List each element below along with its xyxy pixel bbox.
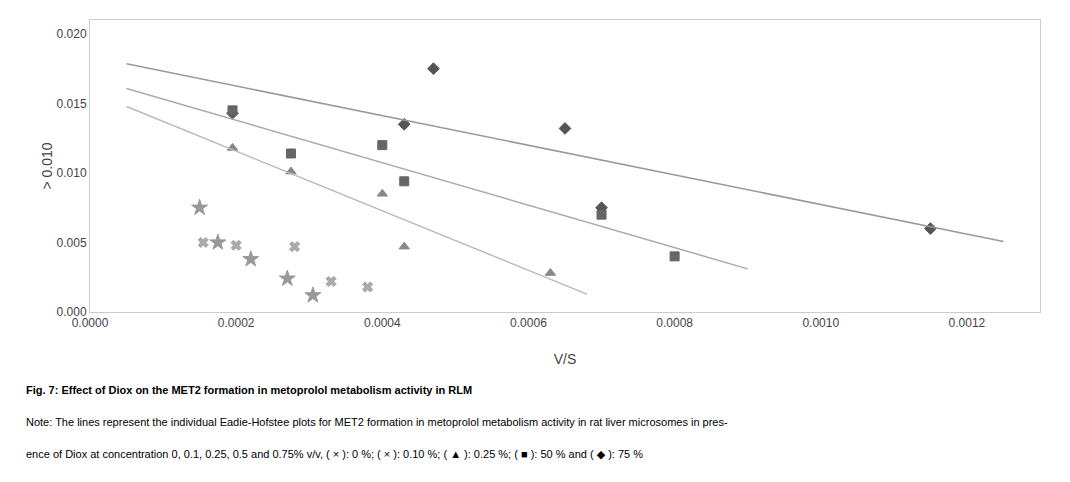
svg-text:> 0.010: > 0.010: [39, 142, 55, 189]
svg-text:Note: The lines represent the: Note: The lines represent the individual…: [26, 416, 728, 428]
svg-text:0.010: 0.010: [57, 166, 87, 180]
svg-text:0.005: 0.005: [57, 236, 87, 250]
svg-text:0.0006: 0.0006: [510, 316, 547, 330]
svg-text:0.0000: 0.0000: [72, 316, 109, 330]
svg-text:0.0012: 0.0012: [949, 316, 986, 330]
svg-text:0.015: 0.015: [57, 97, 87, 111]
svg-text:0.0004: 0.0004: [364, 316, 401, 330]
svg-text:0.000: 0.000: [57, 305, 87, 319]
svg-text:Fig. 7: Effect of Diox on the: Fig. 7: Effect of Diox on the MET2 forma…: [26, 384, 472, 396]
svg-text:0.0002: 0.0002: [218, 316, 255, 330]
svg-text:ence of Diox at concentration: ence of Diox at concentration 0, 0.1, 0.…: [26, 448, 643, 460]
svg-text:V/S: V/S: [554, 351, 577, 367]
svg-text:0.020: 0.020: [57, 27, 87, 41]
svg-text:0.0010: 0.0010: [802, 316, 839, 330]
svg-text:0.0008: 0.0008: [656, 316, 693, 330]
